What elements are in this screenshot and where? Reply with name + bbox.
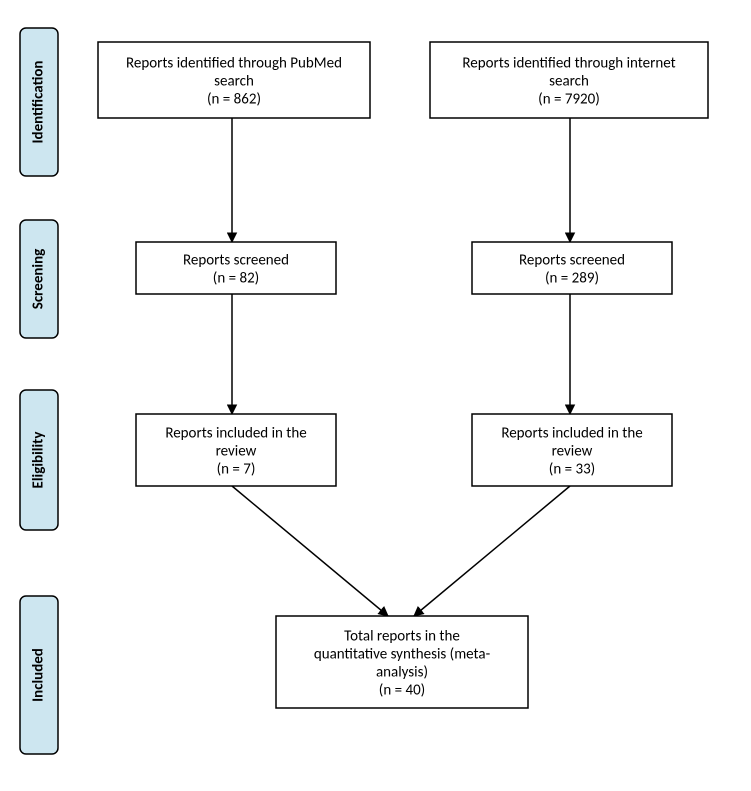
n-internet-line-0: Reports identified through internet xyxy=(462,55,675,73)
n-inc-right-line-0: Reports included in the xyxy=(501,425,642,443)
n-pubmed-line-2: (n = 862) xyxy=(207,91,261,109)
n-inc-left-line-2: (n = 7) xyxy=(217,461,256,479)
n-internet: Reports identified through internetsearc… xyxy=(430,42,708,118)
n-pubmed-line-1: search xyxy=(214,73,254,91)
n-scr-right-line-0: Reports screened xyxy=(519,252,625,270)
stage-included-label: Included xyxy=(30,648,48,702)
stage-included: Included xyxy=(20,596,58,754)
n-inc-left: Reports included in thereview(n = 7) xyxy=(136,414,336,486)
n-pubmed-line-0: Reports identified through PubMed xyxy=(126,55,342,73)
n-total-line-1: quantitative synthesis (meta- xyxy=(314,646,491,664)
stage-screening: Screening xyxy=(20,220,58,338)
flow-edge xyxy=(232,486,388,616)
stage-eligibility: Eligibility xyxy=(20,390,58,530)
stage-identification-label: Identification xyxy=(30,61,48,144)
n-inc-right: Reports included in thereview(n = 33) xyxy=(472,414,672,486)
n-total-line-2: analysis) xyxy=(376,664,428,682)
n-total: Total reports in thequantitative synthes… xyxy=(276,616,528,708)
n-scr-left: Reports screened(n = 82) xyxy=(136,242,336,294)
n-total-line-0: Total reports in the xyxy=(344,628,460,646)
n-internet-line-1: search xyxy=(549,73,589,91)
n-pubmed: Reports identified through PubMedsearch(… xyxy=(98,42,370,118)
stage-screening-label: Screening xyxy=(30,249,48,310)
n-total-line-3: (n = 40) xyxy=(379,682,425,700)
n-scr-right: Reports screened(n = 289) xyxy=(472,242,672,294)
flow-edge xyxy=(414,486,570,616)
n-internet-line-2: (n = 7920) xyxy=(538,91,600,109)
prisma-flowchart: Identification Screening Eligibility Includ… xyxy=(0,0,751,791)
stage-eligibility-label: Eligibility xyxy=(30,431,48,489)
n-inc-right-line-1: review xyxy=(552,443,593,461)
n-inc-right-line-2: (n = 33) xyxy=(549,461,595,479)
n-inc-left-line-1: review xyxy=(216,443,257,461)
n-scr-right-line-1: (n = 289) xyxy=(545,270,599,288)
n-scr-left-line-1: (n = 82) xyxy=(213,270,259,288)
n-inc-left-line-0: Reports included in the xyxy=(165,425,306,443)
n-scr-left-line-0: Reports screened xyxy=(183,252,289,270)
stage-identification: Identification xyxy=(20,28,58,176)
